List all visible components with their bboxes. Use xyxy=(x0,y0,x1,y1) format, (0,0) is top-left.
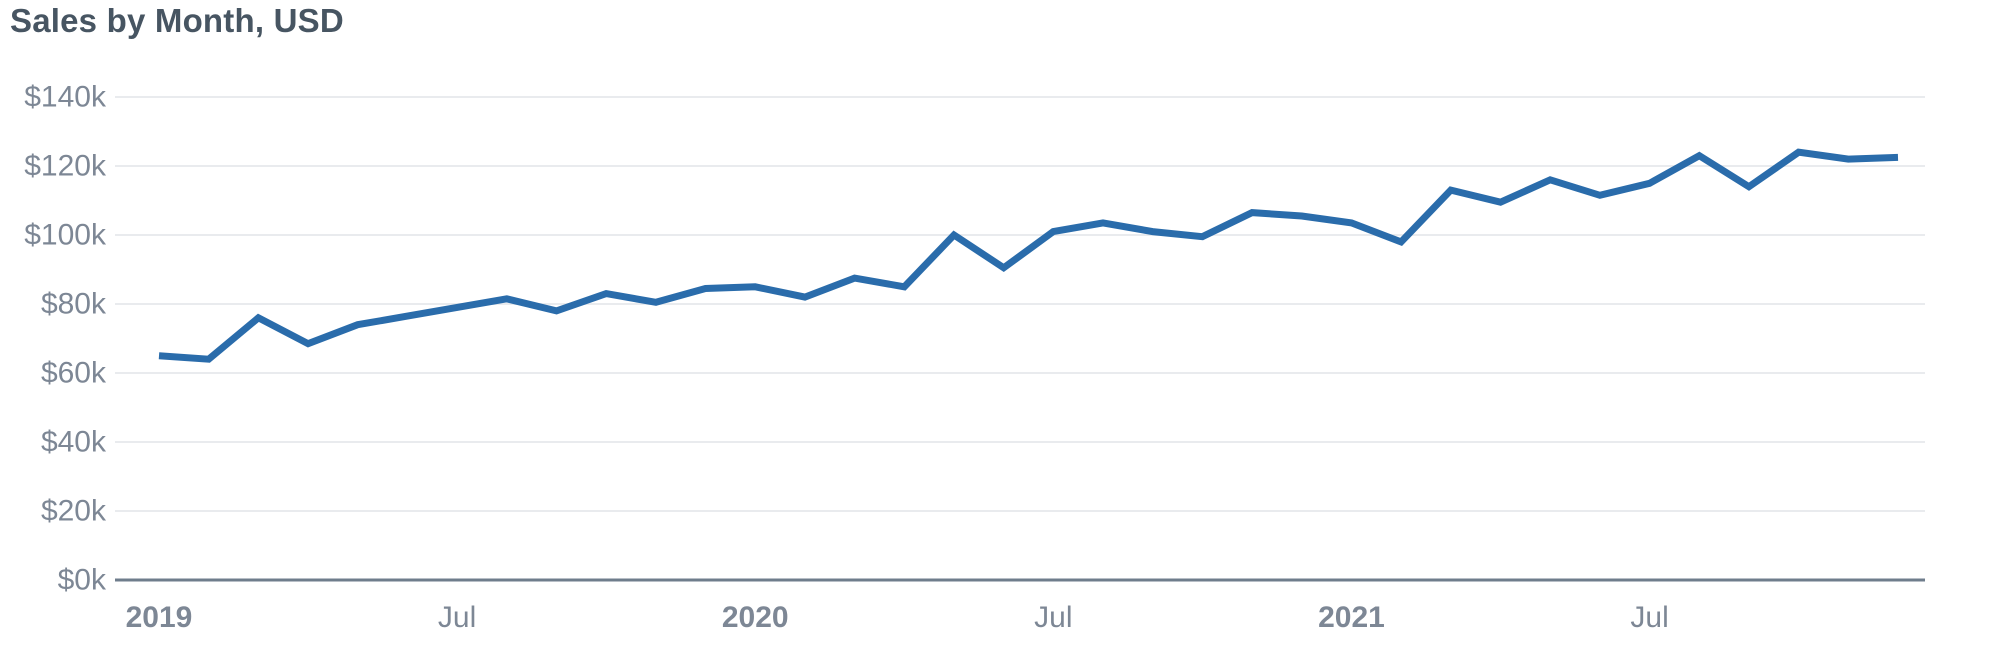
x-tick-label: Jul xyxy=(1630,601,1668,634)
y-tick-label: $100k xyxy=(24,219,107,252)
y-tick-label: $60k xyxy=(41,357,107,390)
y-tick-label: $20k xyxy=(41,495,107,528)
y-tick-label: $120k xyxy=(24,150,107,183)
sales-line xyxy=(158,148,1899,363)
x-tick-label: Jul xyxy=(438,601,476,634)
y-tick-label: $80k xyxy=(41,288,107,321)
x-tick-label: 2021 xyxy=(1318,601,1385,634)
x-tick-label: 2020 xyxy=(722,601,789,634)
y-tick-label: $140k xyxy=(24,81,107,114)
y-tick-label: $40k xyxy=(41,426,107,459)
y-tick-label: $0k xyxy=(58,564,107,597)
chart-title: Sales by Month, USD xyxy=(10,2,344,39)
x-tick-label: Jul xyxy=(1034,601,1072,634)
x-tick-label: 2019 xyxy=(126,601,193,634)
